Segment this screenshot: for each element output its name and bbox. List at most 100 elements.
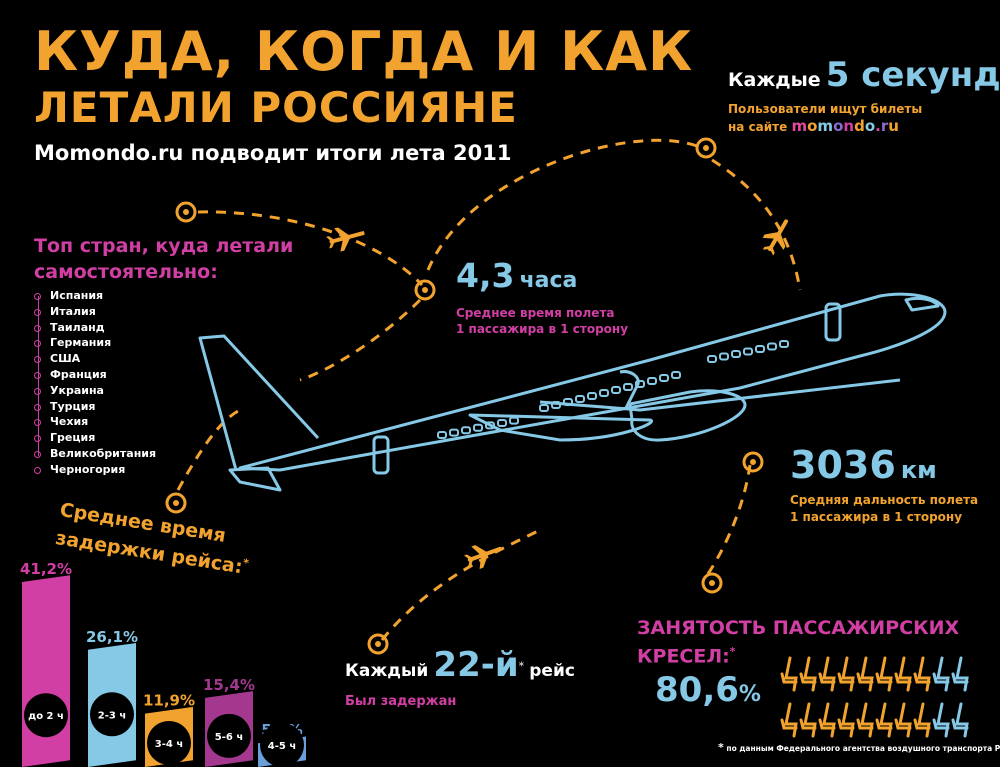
plane-window bbox=[563, 398, 573, 406]
country-bullet-icon bbox=[34, 387, 41, 395]
flight-distance-desc-line-2: 1 пассажира в 1 сторону bbox=[790, 510, 963, 524]
seat-icon bbox=[875, 656, 893, 692]
country-item: Германия bbox=[34, 335, 174, 351]
country-bullet-icon bbox=[34, 340, 41, 348]
plane-window bbox=[449, 428, 459, 437]
seat-icon bbox=[780, 656, 798, 692]
plane-window bbox=[539, 404, 549, 412]
search-stat-desc-line-2: на сайте bbox=[728, 120, 788, 134]
ring-4 bbox=[165, 492, 187, 514]
delayed-flight-value: 22-й bbox=[433, 645, 519, 685]
country-label: Украина bbox=[50, 383, 104, 397]
flight-time-desc-line-1: Среднее время полета bbox=[456, 306, 615, 320]
seat-icon bbox=[837, 656, 855, 692]
seat-occupancy-title: ЗАНЯТОСТЬ ПАССАЖИРСКИХ КРЕСЕЛ:* bbox=[637, 616, 959, 668]
top-countries-title: Топ стран, куда летали самостоятельно: bbox=[34, 233, 293, 285]
ring-7 bbox=[742, 451, 764, 473]
plane-window bbox=[635, 380, 645, 388]
bar-value-label: 15,4% bbox=[203, 676, 255, 694]
ring-6 bbox=[701, 572, 723, 594]
flight-path-top-arc bbox=[426, 138, 703, 271]
flight-time-desc-line-2: 1 пассажира в 1 сторону bbox=[456, 322, 629, 336]
plane-window bbox=[461, 426, 471, 435]
flight-distance-desc-line-1: Средняя дальность полета bbox=[790, 493, 979, 507]
plane-window bbox=[671, 371, 681, 379]
flight-path-bottom-left bbox=[176, 408, 241, 491]
plane-window bbox=[587, 392, 597, 400]
small-plane-icons bbox=[326, 219, 788, 570]
country-label: США bbox=[50, 352, 81, 366]
flight-path-bottom-right bbox=[706, 464, 752, 575]
country-bullet-icon bbox=[34, 356, 41, 364]
search-stat-prefix: Каждые bbox=[728, 69, 821, 91]
country-item: Чехия bbox=[34, 414, 174, 430]
seat-grid bbox=[780, 656, 969, 738]
plane-window bbox=[779, 340, 789, 348]
plane-window bbox=[611, 386, 621, 394]
plane-window bbox=[437, 431, 447, 439]
plane-window bbox=[509, 416, 519, 425]
seat-icon bbox=[856, 656, 874, 692]
country-label: Греция bbox=[50, 431, 96, 445]
country-item: Греция bbox=[34, 430, 174, 446]
seat-icon bbox=[913, 702, 931, 738]
plane-window bbox=[575, 395, 585, 403]
bar-value-label: 41,2% bbox=[20, 560, 72, 578]
flight-path-right-down bbox=[711, 158, 802, 291]
ring-3 bbox=[695, 137, 717, 159]
delayed-flight-suffix: рейс bbox=[529, 661, 575, 681]
delayed-flight-desc: Был задержан bbox=[345, 694, 457, 709]
top-countries-list: Испания Италия Таиланд Германия США Франция Ук… bbox=[34, 288, 174, 478]
country-item: Испания bbox=[34, 288, 174, 304]
top-countries-title-line-1: Топ стран, куда летали bbox=[34, 235, 294, 257]
plane-windows bbox=[437, 340, 789, 439]
seat-icon bbox=[913, 656, 931, 692]
plane-window bbox=[497, 419, 507, 427]
country-label: Франция bbox=[50, 367, 107, 381]
plane-window bbox=[647, 377, 657, 385]
country-bullet-icon bbox=[34, 403, 41, 411]
seat-icon bbox=[799, 702, 817, 738]
seat-icon bbox=[856, 702, 874, 738]
flight-path-bottom-center bbox=[380, 528, 541, 641]
momondo-logo: momondo.ru bbox=[791, 117, 899, 135]
plane-window bbox=[623, 383, 633, 391]
flight-path-top-left bbox=[197, 210, 424, 287]
country-bullet-icon bbox=[34, 308, 41, 316]
top-countries-title-line-2: самостоятельно: bbox=[34, 261, 218, 283]
plane-window bbox=[767, 342, 777, 351]
country-bullet-icon bbox=[34, 293, 41, 300]
flight-paths bbox=[176, 138, 802, 641]
plane-window bbox=[743, 347, 753, 356]
country-bullet-icon bbox=[34, 466, 41, 474]
seat-icon bbox=[951, 702, 969, 738]
search-stat-desc: Пользователи ищут билеты на сайте momond… bbox=[728, 101, 922, 136]
country-item: Италия bbox=[34, 304, 174, 320]
bar-category-badge bbox=[207, 713, 251, 758]
title-line-1: КУДА, КОГДА И КАК bbox=[34, 20, 694, 83]
delay-bar-chart: 41,2% до 2 ч 26,1% 2-3 ч 11,9% 3-4 ч 15,4% 5-6 … bbox=[20, 560, 306, 767]
plane-window bbox=[599, 389, 609, 397]
plane-window bbox=[551, 401, 561, 409]
seat-occupancy-unit: % bbox=[738, 682, 761, 707]
country-item: Украина bbox=[34, 383, 174, 399]
bar-value-label: 11,9% bbox=[143, 692, 195, 710]
bar-category-badge bbox=[24, 693, 68, 738]
seat-icon bbox=[894, 702, 912, 738]
country-item: Великобритания bbox=[34, 446, 174, 462]
country-item: США bbox=[34, 351, 174, 367]
bar-category-label: 4-5 ч bbox=[268, 741, 296, 752]
small-plane-icon bbox=[464, 545, 502, 570]
ring-5 bbox=[367, 633, 389, 655]
plane-window bbox=[707, 355, 717, 363]
airliner-outline-icon bbox=[198, 292, 947, 492]
bar-category-label: 5-6 ч bbox=[215, 732, 243, 743]
plane-window bbox=[473, 423, 483, 432]
path-ring-dots bbox=[173, 145, 756, 647]
path-rings bbox=[165, 137, 764, 655]
seat-icon bbox=[780, 702, 798, 738]
country-label: Испания bbox=[50, 289, 104, 302]
country-label: Турция bbox=[50, 399, 96, 413]
